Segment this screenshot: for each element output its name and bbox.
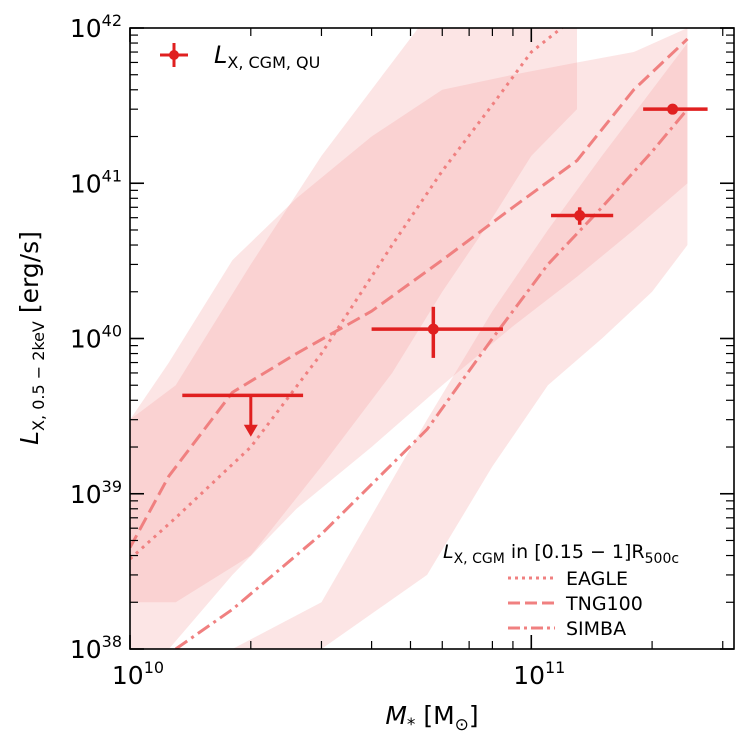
y-tick-label: 1042	[70, 11, 122, 43]
obs-point-0	[427, 323, 439, 335]
x-tick-label: 1011	[513, 658, 565, 690]
legend-eagle-label: EAGLE	[566, 568, 628, 590]
x-tick-label: 1010	[112, 658, 164, 690]
legend-obs-label: LX, CGM, QU	[214, 41, 320, 72]
legend-sim-title: LX, CGM in [0.15 − 1]R500c	[443, 541, 679, 567]
tick-labels: 1038 1039 1040 1041 1042 1010 1011	[70, 11, 566, 690]
y-tick-label: 1041	[70, 166, 122, 198]
legend-simba-label: SIMBA	[566, 618, 626, 640]
legend-obs-marker	[169, 50, 179, 60]
legend-simulations: LX, CGM in [0.15 − 1]R500c EAGLE TNG100 …	[443, 541, 679, 640]
line-tng100	[130, 37, 689, 549]
y-tick-label: 1038	[70, 632, 122, 664]
legend-observations: LX, CGM, QU	[160, 41, 320, 72]
band-eagle	[130, 28, 578, 603]
simulation-lines	[130, 28, 689, 649]
band-simba	[175, 43, 688, 649]
line-simba	[174, 108, 689, 649]
y-tick-label: 1039	[70, 477, 122, 509]
y-axis-title: LX, 0.5 − 2keV [erg/s]	[15, 231, 48, 445]
obs-point-2	[667, 103, 679, 115]
axis-ticks	[129, 27, 734, 650]
legend-tng100-label: TNG100	[565, 593, 643, 615]
x-axis-title: M* [M⊙]	[385, 701, 478, 735]
observations	[182, 103, 708, 437]
obs-point-1	[574, 209, 586, 221]
y-tick-label: 1040	[70, 322, 122, 354]
upper-limit-arrowhead-0	[243, 424, 258, 437]
